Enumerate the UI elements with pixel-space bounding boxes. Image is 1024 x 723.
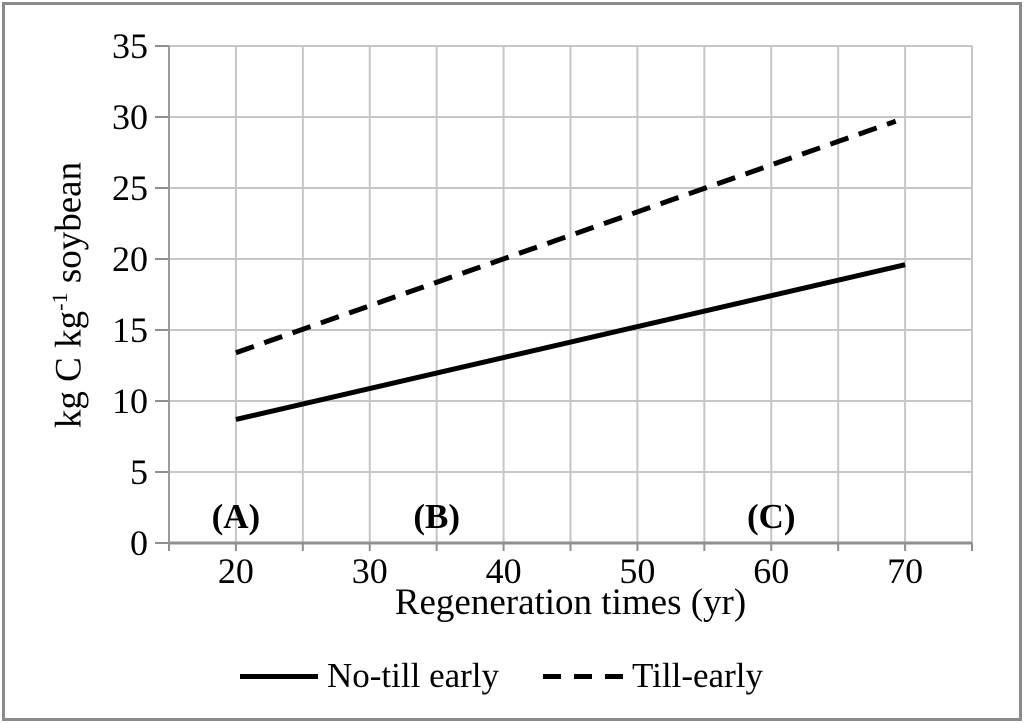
x-tick-label: 20 [217, 551, 254, 591]
annotation-a: (A) [211, 497, 261, 537]
x-tick-label: 70 [887, 551, 924, 591]
x-tick-label: 40 [485, 551, 522, 591]
legend-solid-line-swatch [240, 673, 318, 679]
legend-item-till-early: Till-early [543, 656, 763, 696]
legend-label-no-till-early: No-till early [327, 656, 500, 695]
x-axis-title: Regeneration times (yr) [394, 582, 747, 623]
legend: No-till early Till-early [240, 654, 763, 698]
y-tick-label: 10 [112, 381, 148, 421]
annotation-c: (C) [746, 497, 796, 537]
y-tick-label: 30 [112, 97, 148, 137]
x-tick-label: 60 [753, 551, 790, 591]
x-tick-label: 30 [351, 551, 388, 591]
legend-item-no-till-early: No-till early [240, 656, 499, 696]
x-tick-label: 50 [619, 551, 656, 591]
legend-label-till-early: Till-early [632, 656, 763, 695]
y-axis-title-text: kg C kg-1 soybean [36, 5, 89, 595]
y-tick-label: 5 [130, 452, 148, 492]
y-tick-label: 25 [112, 168, 148, 208]
y-tick-label: 20 [112, 239, 148, 279]
legend-dashed-line-swatch [543, 673, 624, 679]
series-line-no-till-early [235, 262, 906, 422]
series-line-till-early [235, 118, 897, 356]
y-tick-label: 15 [112, 310, 148, 350]
y-tick-label: 0 [130, 523, 148, 563]
annotation-b: (B) [413, 497, 460, 537]
y-tick-label: 35 [112, 26, 148, 66]
